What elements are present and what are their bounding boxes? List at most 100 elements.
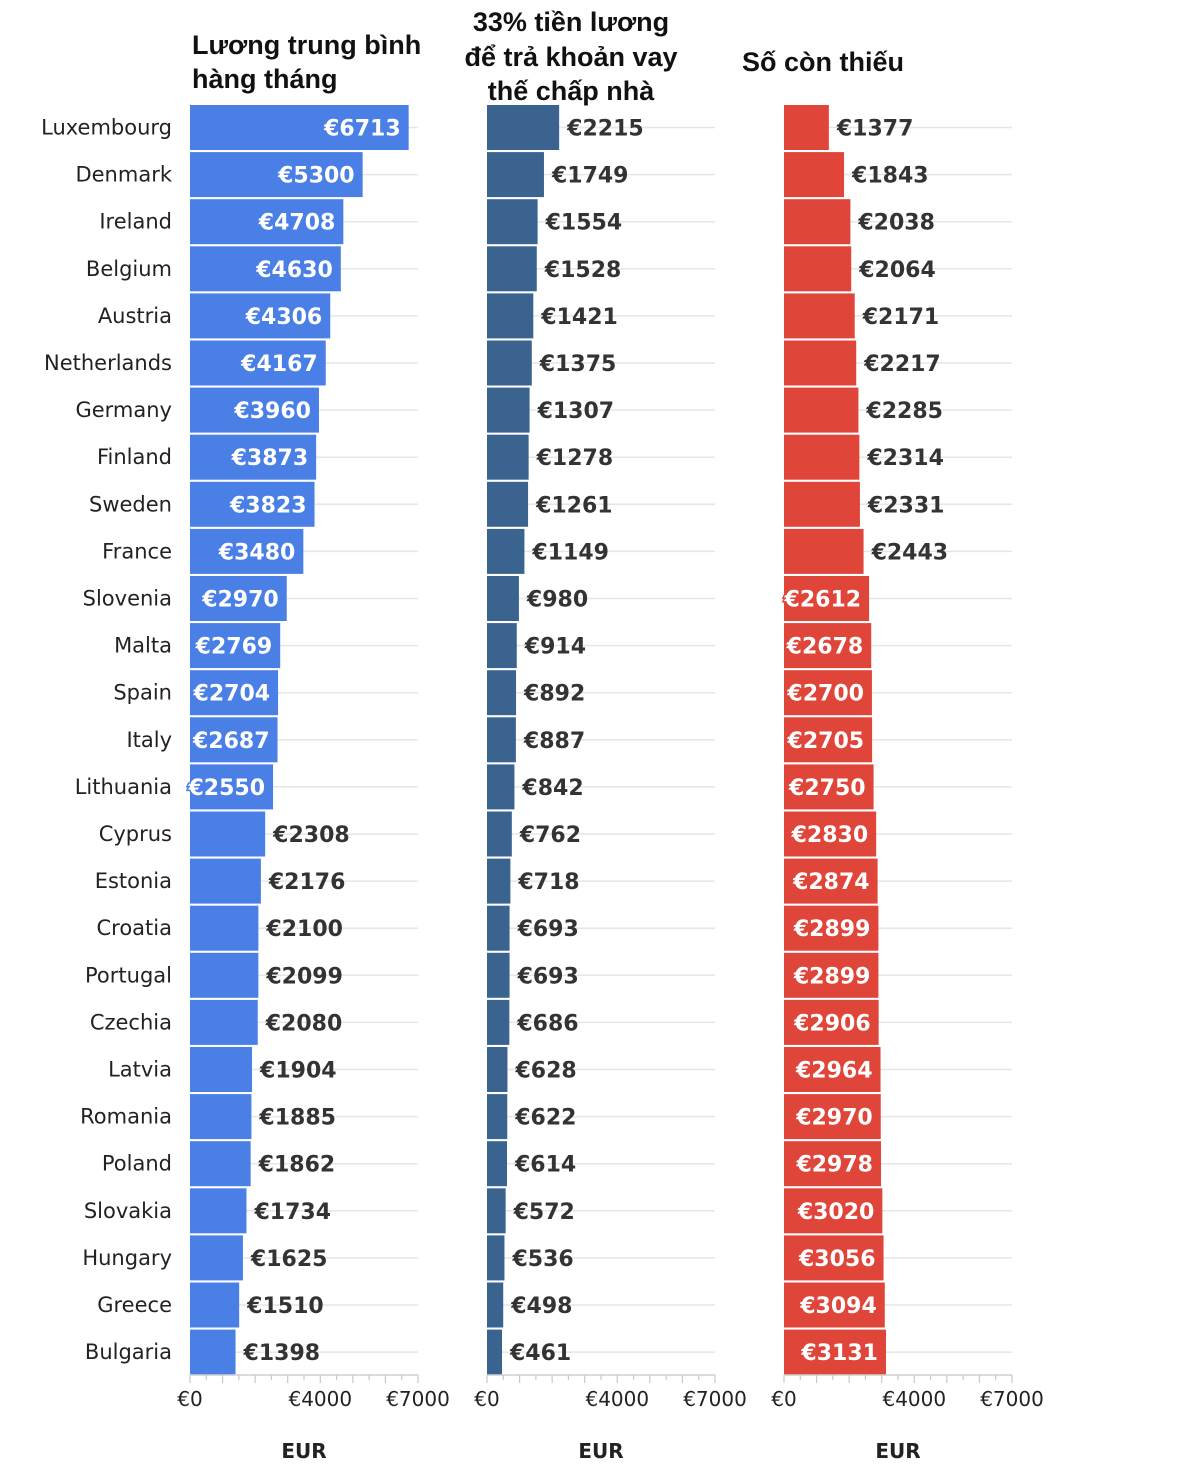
- value-label: €1749: [551, 164, 629, 189]
- value-label: €1375: [539, 352, 617, 377]
- value-label: €2099: [265, 964, 343, 989]
- bar-slovakia: [190, 1188, 247, 1234]
- value-label: €2308: [272, 823, 350, 848]
- value-label: €2874: [792, 870, 870, 895]
- bar-czechia: [487, 999, 510, 1045]
- bar-denmark: [487, 152, 544, 198]
- bar-finland: [190, 434, 317, 480]
- bar-romania: [784, 1094, 881, 1140]
- bar-latvia: [784, 1047, 881, 1092]
- country-label-romania: Romania: [80, 1105, 172, 1129]
- x-tick-label: €0: [474, 1387, 499, 1411]
- value-label: €2612: [784, 588, 862, 613]
- value-label: €1862: [258, 1153, 336, 1178]
- bar-poland: [784, 1141, 881, 1187]
- country-label-estonia: Estonia: [95, 869, 172, 893]
- value-label: €762: [519, 823, 581, 848]
- bar-france: [190, 528, 304, 574]
- panel-title-line: hàng tháng: [192, 64, 337, 94]
- x-tick-label: €7000: [386, 1387, 450, 1411]
- bar-poland: [487, 1141, 507, 1187]
- value-label: €461: [509, 1341, 571, 1366]
- value-label: €2215: [566, 117, 644, 142]
- country-labels: Luxembourg Denmark Ireland Belgium Austria Ne…: [41, 116, 173, 1365]
- country-label-czechia: Czechia: [90, 1010, 172, 1034]
- value-label: €3823: [229, 493, 307, 518]
- bar-lithuania: [487, 764, 515, 810]
- bar-slovenia: [784, 576, 870, 621]
- value-label: €2705: [787, 729, 865, 754]
- bar-finland: [487, 434, 529, 480]
- panel-3: Số còn thiếu €1377 €1843 €2038 €2064 €2171 €22…: [742, 47, 1044, 1463]
- bar-malta: [784, 623, 872, 669]
- value-label: €1149: [531, 540, 609, 565]
- value-label: €572: [513, 1200, 575, 1225]
- value-label: €693: [517, 917, 579, 942]
- x-tick-label: €0: [771, 1387, 796, 1411]
- country-label-slovakia: Slovakia: [84, 1199, 172, 1223]
- bar-belgium: [487, 246, 537, 292]
- value-label: €2906: [793, 1011, 871, 1036]
- panel-2: 33% tiền lương để trả khoản vay thế chấp n…: [464, 7, 746, 1463]
- value-label: €2970: [201, 588, 279, 613]
- bar-greece: [190, 1282, 240, 1328]
- bar-portugal: [190, 952, 259, 998]
- value-label: €1625: [250, 1247, 328, 1272]
- value-label: €1421: [540, 305, 618, 330]
- value-label: €2899: [793, 964, 871, 989]
- value-label: €1843: [851, 164, 929, 189]
- bar-lithuania: [190, 764, 274, 810]
- bar-slovenia: [190, 576, 287, 621]
- value-label: €1904: [259, 1059, 337, 1084]
- value-label: €2285: [865, 399, 943, 424]
- bar-croatia: [487, 905, 510, 951]
- value-label: €536: [511, 1247, 573, 1272]
- x-tick-label: €4000: [882, 1387, 946, 1411]
- x-axis-label: EUR: [578, 1439, 623, 1463]
- bar-bulgaria: [190, 1329, 236, 1375]
- country-label-denmark: Denmark: [75, 163, 172, 187]
- bar-malta: [190, 623, 281, 669]
- bar-spain: [487, 670, 517, 716]
- country-label-greece: Greece: [97, 1293, 172, 1317]
- bar-luxembourg: [487, 105, 560, 150]
- value-label: €2899: [793, 917, 871, 942]
- country-label-finland: Finland: [97, 445, 172, 469]
- value-label: €2769: [195, 635, 273, 660]
- value-label: €3020: [797, 1200, 875, 1225]
- panel-title-line: 33% tiền lương: [473, 7, 669, 37]
- value-label: €1528: [544, 258, 622, 283]
- value-label: €1885: [258, 1106, 336, 1131]
- x-tick-label: €4000: [585, 1387, 649, 1411]
- value-label: €2700: [786, 682, 864, 707]
- country-label-cyprus: Cyprus: [99, 822, 172, 846]
- value-label: €2678: [786, 635, 864, 660]
- value-label: €980: [526, 588, 588, 613]
- bar-germany: [190, 387, 319, 433]
- country-label-italy: Italy: [126, 728, 172, 752]
- value-label: €3960: [233, 399, 311, 424]
- value-label: €2978: [795, 1153, 873, 1178]
- country-label-belgium: Belgium: [86, 257, 172, 281]
- bar-belgium: [784, 246, 852, 292]
- bar-italy: [784, 717, 873, 763]
- bar-cyprus: [487, 811, 512, 857]
- bar-latvia: [190, 1047, 253, 1092]
- bar-croatia: [784, 905, 879, 951]
- bar-slovakia: [487, 1188, 506, 1234]
- bar-hungary: [487, 1235, 505, 1281]
- value-label: €2970: [795, 1106, 873, 1131]
- country-label-latvia: Latvia: [108, 1058, 172, 1082]
- bar-slovenia: [487, 576, 519, 621]
- bar-italy: [487, 717, 516, 763]
- country-label-croatia: Croatia: [97, 916, 173, 940]
- value-label: €1278: [536, 446, 614, 471]
- value-label: €718: [517, 870, 579, 895]
- bar-cyprus: [784, 811, 877, 857]
- bar-luxembourg: [190, 105, 409, 150]
- value-label: €2176: [268, 870, 346, 895]
- bar-austria: [784, 293, 855, 339]
- country-label-austria: Austria: [98, 304, 172, 328]
- bar-denmark: [190, 152, 363, 198]
- bar-spain: [784, 670, 872, 716]
